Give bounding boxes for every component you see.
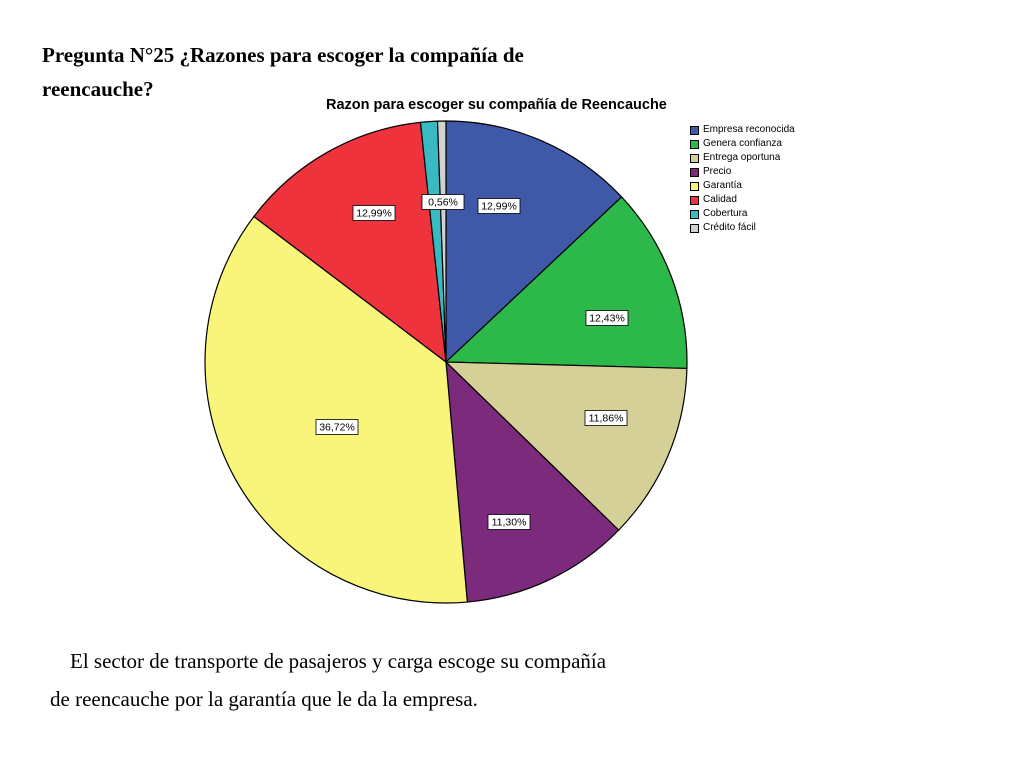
legend-item-calidad: Calidad xyxy=(690,193,795,207)
legend-label: Entrega oportuna xyxy=(703,152,781,163)
data-label-text: 0,56% xyxy=(428,197,458,209)
pie-slice-garant-a xyxy=(204,215,468,604)
legend-swatch xyxy=(690,209,699,219)
legend-label: Calidad xyxy=(703,194,737,205)
pie-slice-cr-dito-f-cil xyxy=(436,120,447,363)
question-heading-line-2: reencauche? xyxy=(42,77,154,101)
pie-slice-entrega-oportuna xyxy=(445,361,688,531)
legend-label: Empresa reconocida xyxy=(703,124,795,135)
caption-line-2: de reencauche por la garantía que le da … xyxy=(50,687,478,711)
data-label-box xyxy=(585,310,629,326)
legend-item-precio: Precio xyxy=(690,165,795,179)
pie-slice-empresa-reconocida xyxy=(445,120,623,363)
data-label-text: 11,30% xyxy=(492,517,527,529)
legend-label: Precio xyxy=(703,166,732,177)
data-label-box xyxy=(421,194,465,210)
legend-item-entrega-oportuna: Entrega oportuna xyxy=(690,151,795,165)
data-label-text: 36,72% xyxy=(319,422,355,434)
chart-title: Razon para escoger su compañía de Reenca… xyxy=(326,97,667,113)
data-label-precio: 11,30% xyxy=(487,514,531,530)
legend-label: Crédito fácil xyxy=(703,222,756,233)
legend-swatch xyxy=(690,125,699,135)
legend-label: Garantía xyxy=(703,180,742,191)
legend-swatch xyxy=(690,153,699,163)
data-label-box xyxy=(584,410,628,426)
data-label-box xyxy=(487,514,531,530)
legend-item-garant-a: Garantía xyxy=(690,179,795,193)
data-label-cr-dito-f-cil: 0,56% xyxy=(421,194,465,210)
legend-item-empresa-reconocida: Empresa reconocida xyxy=(690,123,795,137)
data-label-genera-confianza: 12,43% xyxy=(585,310,629,326)
data-label-box xyxy=(352,205,396,221)
pie-slice-precio xyxy=(445,361,620,603)
legend-item-cr-dito-f-cil: Crédito fácil xyxy=(690,221,795,235)
data-label-calidad: 12,99% xyxy=(352,205,396,221)
data-label-text: 12,99% xyxy=(356,208,392,220)
data-label-empresa-reconocida: 12,99% xyxy=(477,198,521,214)
legend-label: Genera confianza xyxy=(703,138,782,149)
chart-legend: Empresa reconocida Genera confianza Entreg… xyxy=(690,123,795,235)
data-label-box xyxy=(315,419,359,435)
legend-swatch xyxy=(690,167,699,177)
legend-swatch xyxy=(690,195,699,205)
data-label-entrega-oportuna: 11,86% xyxy=(584,410,628,426)
legend-swatch xyxy=(690,181,699,191)
question-heading: Pregunta N°25 ¿Razones para escoger la c… xyxy=(42,38,682,106)
legend-swatch xyxy=(690,223,699,233)
question-heading-line-1: Pregunta N°25 ¿Razones para escoger la c… xyxy=(42,43,524,67)
legend-item-cobertura: Cobertura xyxy=(690,207,795,221)
data-label-text: 12,99% xyxy=(481,201,517,213)
caption-line-1: El sector de transporte de pasajeros y c… xyxy=(70,649,607,673)
data-label-text: 12,43% xyxy=(589,313,625,325)
legend-swatch xyxy=(690,139,699,149)
data-label-box xyxy=(477,198,521,214)
caption: El sector de transporte de pasajeros y c… xyxy=(50,642,770,718)
legend-item-genera-confianza: Genera confianza xyxy=(690,137,795,151)
data-label-text: 11,86% xyxy=(589,413,624,425)
pie-slice-calidad xyxy=(253,121,447,363)
legend-label: Cobertura xyxy=(703,208,748,219)
data-label-garant-a: 36,72% xyxy=(315,419,359,435)
